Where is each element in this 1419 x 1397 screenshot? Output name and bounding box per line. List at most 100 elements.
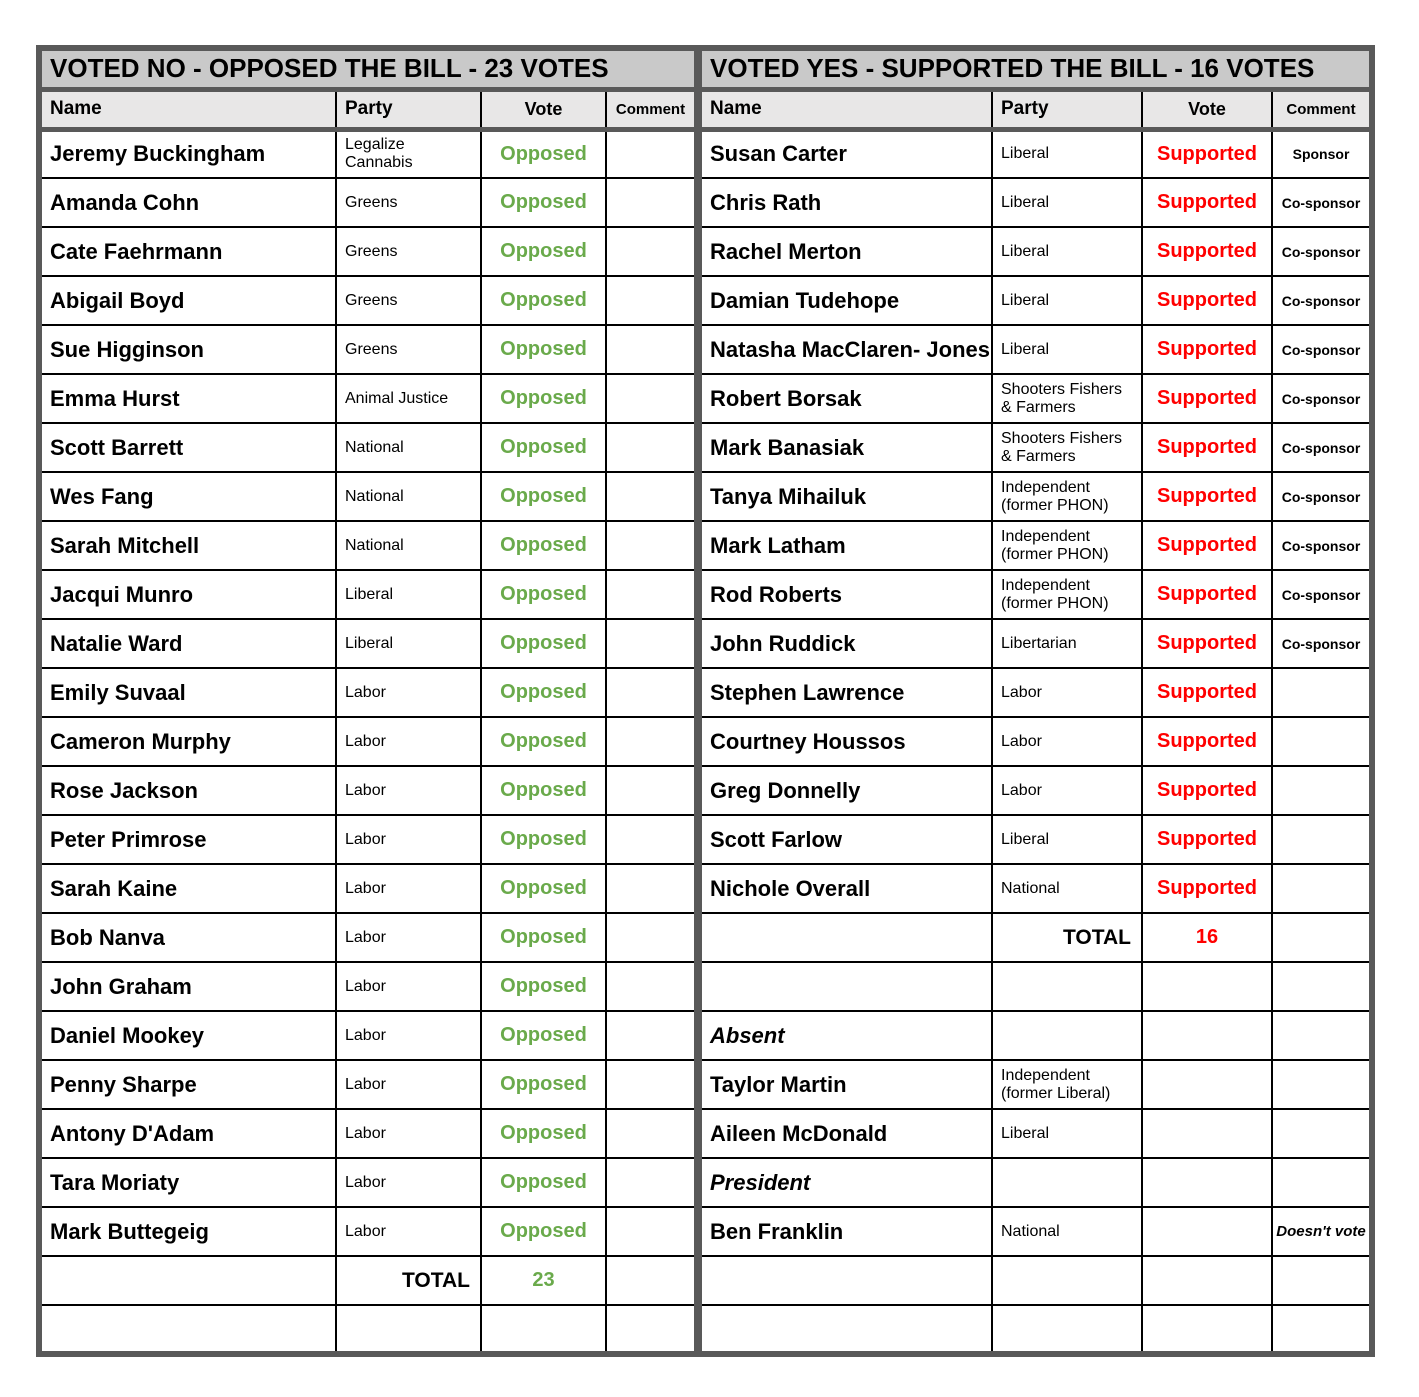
name-cell: Mark Buttegeig [38,1206,337,1257]
vote-cell: Supported [1141,618,1273,669]
comment-cell [605,1255,697,1306]
comment-cell: Co-sponsor [1271,422,1373,473]
vote-cell: Opposed [480,569,607,620]
vote-cell: Opposed [480,373,607,424]
comment-cell [605,667,697,718]
party-cell [991,1157,1143,1208]
party-cell: National [335,422,482,473]
name-cell: John Graham [38,961,337,1012]
name-cell: Bob Nanva [38,912,337,963]
table-row: Cate Faehrmann Greens Opposed [38,226,697,277]
party-cell: Labor [335,1059,482,1110]
party-cell: Labor [991,765,1143,816]
name-cell: Absent [699,1010,993,1061]
party-cell: Greens [335,324,482,375]
name-cell: Susan Carter [699,128,993,179]
table-row: Natalie Ward Liberal Opposed [38,618,697,669]
total-row: TOTAL 16 [699,912,1373,963]
party-cell: Labor [335,716,482,767]
voted-yes-table-body: Susan Carter Liberal Supported Sponsor Chris… [699,128,1373,1355]
comment-cell [605,275,697,326]
name-cell [38,1255,337,1306]
party-cell: Libertarian [991,618,1143,669]
empty-row [699,1304,1373,1355]
comment-cell [1271,765,1373,816]
name-cell: John Ruddick [699,618,993,669]
total-row: TOTAL 23 [38,1255,697,1306]
voted-no-header-row: Name Party Vote Comment [38,88,697,132]
party-cell: National [991,1206,1143,1257]
vote-cell: Opposed [480,177,607,228]
voted-no-table-body: Jeremy Buckingham Legalize Cannabis Oppose… [38,128,697,1355]
vote-cell: Opposed [480,667,607,718]
name-cell: President [699,1157,993,1208]
comment-cell [605,863,697,914]
vote-cell: Opposed [480,1059,607,1110]
vote-cell [1141,1010,1273,1061]
comment-cell [605,1108,697,1159]
name-cell: Courtney Houssos [699,716,993,767]
party-cell: Liberal [991,1108,1143,1159]
vote-cell: Opposed [480,520,607,571]
name-cell: Antony D'Adam [38,1108,337,1159]
voted-yes-title-row: VOTED YES - SUPPORTED THE BILL - 16 VOTE… [699,47,1373,92]
name-cell: Chris Rath [699,177,993,228]
table-row: Sue Higginson Greens Opposed [38,324,697,375]
party-cell: Liberal [335,618,482,669]
comment-cell [1271,716,1373,767]
table-row: Peter Primrose Labor Opposed [38,814,697,865]
vote-cell: Opposed [480,226,607,277]
name-cell: Tanya Mihailuk [699,471,993,522]
comment-cell [605,569,697,620]
table-row: Ben Franklin National Doesn't vote [699,1206,1373,1257]
vote-cell [1141,1108,1273,1159]
vote-cell: 23 [480,1255,607,1306]
voted-yes-header-row: Name Party Vote Comment [699,88,1373,132]
comment-cell [605,1059,697,1110]
vote-cell: Supported [1141,373,1273,424]
vote-cell: Supported [1141,226,1273,277]
vote-cell [1141,1206,1273,1257]
name-cell: Natalie Ward [38,618,337,669]
table-row: Amanda Cohn Greens Opposed [38,177,697,228]
column-header-vote: Vote [1141,88,1273,132]
voted-yes-title: VOTED YES - SUPPORTED THE BILL - 16 VOTE… [699,47,1373,92]
vote-cell: Supported [1141,569,1273,620]
name-cell: Emma Hurst [38,373,337,424]
empty-row [699,961,1373,1012]
vote-cell: Opposed [480,1108,607,1159]
column-header-comment: Comment [1271,88,1373,132]
name-cell: Nichole Overall [699,863,993,914]
party-cell: National [335,520,482,571]
party-cell: Labor [335,1206,482,1257]
section-row: Absent [699,1010,1373,1061]
table-row: Cameron Murphy Labor Opposed [38,716,697,767]
table-row: Damian Tudehope Liberal Supported Co-sponso… [699,275,1373,326]
party-cell: Liberal [991,128,1143,179]
name-cell: Peter Primrose [38,814,337,865]
comment-cell [605,1206,697,1257]
party-cell: Shooters Fishers & Farmers [991,373,1143,424]
comment-cell [605,618,697,669]
vote-cell: Opposed [480,912,607,963]
party-cell: Labor [335,863,482,914]
column-header-name: Name [38,88,337,132]
empty-row [38,1304,697,1355]
comment-cell [605,814,697,865]
party-cell: Labor [335,1010,482,1061]
comment-cell [605,422,697,473]
table-row: Tanya Mihailuk Independent (former PHON) S… [699,471,1373,522]
name-cell: Sarah Kaine [38,863,337,914]
name-cell: Wes Fang [38,471,337,522]
table-row: Courtney Houssos Labor Supported [699,716,1373,767]
comment-cell [605,1010,697,1061]
comment-cell [1271,1304,1373,1355]
party-cell: Labor [335,1108,482,1159]
party-cell: Labor [335,814,482,865]
vote-tally-sheet: VOTED NO - OPPOSED THE BILL - 23 VOTES N… [36,45,1375,1357]
table-row: Bob Nanva Labor Opposed [38,912,697,963]
vote-cell: Opposed [480,814,607,865]
comment-cell: Co-sponsor [1271,520,1373,571]
vote-cell: Opposed [480,1157,607,1208]
comment-cell [605,961,697,1012]
